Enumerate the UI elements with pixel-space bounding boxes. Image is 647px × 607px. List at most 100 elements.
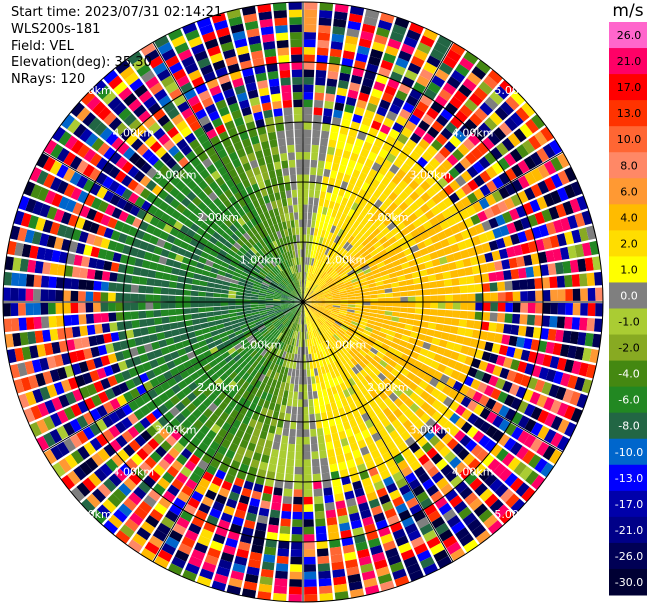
gate-cell — [477, 210, 488, 222]
gate-cell — [245, 409, 254, 419]
gate-cell — [308, 307, 315, 313]
gate-cell — [228, 380, 237, 390]
gate-cell — [362, 291, 371, 296]
gate-cell — [337, 283, 345, 289]
gate-cell — [295, 451, 303, 460]
gate-cell — [278, 412, 285, 421]
gate-cell — [407, 307, 416, 314]
gate-cell — [510, 397, 522, 411]
gate-cell — [303, 384, 308, 392]
gate-cell — [436, 231, 447, 241]
gate-cell — [391, 418, 402, 430]
gate-cell — [308, 189, 315, 198]
gate-cell — [322, 246, 328, 254]
gate-cell — [205, 489, 217, 501]
gate-cell — [484, 439, 497, 453]
gate-cell — [298, 324, 301, 332]
gate-cell — [218, 559, 233, 570]
gate-cell — [457, 353, 467, 364]
gate-cell — [282, 359, 288, 368]
gate-cell — [433, 330, 443, 339]
gate-cell — [46, 384, 58, 398]
gate-cell — [77, 445, 91, 460]
gate-cell — [517, 190, 529, 204]
gate-cell — [200, 372, 210, 382]
gate-cell — [321, 237, 327, 246]
gate-cell — [148, 469, 161, 483]
gate-cell — [64, 454, 78, 469]
gate-cell — [266, 308, 274, 312]
gate-cell — [589, 348, 600, 364]
gate-cell — [260, 500, 271, 510]
gate-cell — [344, 362, 352, 372]
gate-cell — [355, 363, 363, 372]
gate-cell — [339, 271, 347, 278]
gate-cell — [351, 425, 361, 435]
gate-cell — [180, 407, 192, 419]
gate-cell — [512, 291, 521, 302]
gate-cell — [261, 317, 270, 323]
gate-cell — [108, 425, 121, 438]
gate-cell — [537, 425, 550, 440]
gate-cell — [398, 280, 407, 287]
gate-cell — [515, 144, 529, 159]
gate-cell — [298, 309, 302, 317]
gate-cell — [386, 110, 398, 122]
gate-cell — [206, 514, 219, 526]
gate-cell — [460, 396, 472, 408]
gate-cell — [239, 349, 248, 357]
gate-cell — [297, 309, 301, 317]
gate-cell — [171, 384, 182, 395]
gate-cell — [321, 472, 331, 481]
gate-cell — [309, 182, 316, 191]
gate-cell — [400, 307, 408, 313]
gate-cell — [266, 352, 273, 361]
gate-cell — [255, 320, 263, 326]
gate-cell — [386, 152, 397, 164]
gate-cell — [465, 387, 477, 399]
gate-cell — [339, 72, 351, 82]
gate-cell — [401, 334, 410, 342]
gate-cell — [412, 81, 426, 94]
gate-cell — [304, 309, 308, 317]
gate-cell — [468, 458, 481, 472]
gate-cell — [353, 534, 367, 544]
gate-cell — [145, 514, 160, 528]
gate-cell — [328, 268, 335, 276]
gate-cell — [414, 197, 426, 208]
colorbar-tick-label: 10.0 — [617, 133, 642, 146]
gate-cell — [396, 222, 406, 232]
gate-cell — [397, 322, 406, 329]
gate-cell — [235, 429, 245, 439]
gate-cell — [326, 516, 338, 526]
gate-cell — [343, 252, 351, 260]
gate-cell — [254, 333, 263, 340]
gate-cell — [263, 485, 273, 495]
gate-cell — [256, 354, 264, 363]
gate-cell — [403, 348, 413, 357]
gate-cell — [344, 224, 352, 233]
gate-cell — [414, 308, 423, 315]
gate-cell — [10, 318, 20, 332]
gate-cell — [300, 309, 303, 317]
gate-cell — [413, 174, 425, 185]
gate-cell — [509, 148, 523, 163]
gate-cell — [422, 341, 432, 350]
gate-cell — [429, 288, 438, 295]
gate-cell — [230, 362, 240, 371]
gate-cell — [394, 363, 404, 373]
gate-cell — [357, 406, 367, 416]
gate-cell — [387, 38, 402, 50]
gate-cell — [274, 331, 281, 339]
gate-cell — [248, 323, 257, 330]
gate-cell — [330, 193, 338, 203]
gate-cell — [95, 259, 105, 270]
gate-cell — [396, 345, 406, 353]
gate-cell — [315, 320, 321, 328]
gate-cell — [442, 535, 458, 549]
gate-cell — [326, 372, 333, 381]
gate-cell — [166, 360, 176, 370]
gate-cell — [312, 322, 317, 330]
gate-cell — [217, 428, 228, 439]
gate-cell — [441, 159, 453, 171]
